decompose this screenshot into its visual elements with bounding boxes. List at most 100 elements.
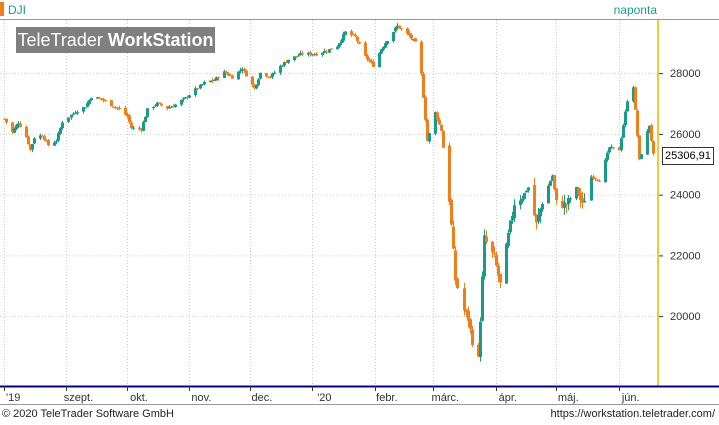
candle-body-2019-08-09 [19,123,22,128]
candle-body-2019-11-19 [225,71,228,74]
candle-body-2019-08-05 [11,122,14,133]
candle-body-2020-06-09 [634,87,637,110]
candle-body-2019-10-25 [174,104,177,107]
candle-body-2020-01-14 [338,43,341,47]
candle-body-2019-08-26 [53,142,56,146]
candle-body-2019-09-20 [104,100,107,102]
candle-body-2019-12-10 [267,76,270,78]
candle-body-2020-05-15 [583,201,586,203]
candle-body-2020-05-25 [604,159,607,183]
symbol-label[interactable]: DJI [8,3,26,17]
candle-body-2019-12-06 [259,72,262,79]
candle-body-2019-10-02 [128,115,131,122]
source-url[interactable]: https://workstation.teletrader.com/ [550,408,715,420]
candle-body-2019-12-31 [309,52,312,55]
x-tick-label-7: márc. [432,392,460,404]
candle-body-2020-01-02 [313,54,316,56]
candle-body-2020-01-08 [325,51,328,53]
x-tick-label-9: máj. [558,392,579,404]
candle-body-2020-02-10 [392,32,395,42]
candle-body-2019-10-01 [126,114,129,117]
candle-body-2020-05-27 [608,147,611,153]
candle-body-2020-06-08 [632,87,635,102]
candle-body-2019-08-30 [61,122,64,129]
candle-body-2019-12-24 [295,56,298,58]
candle-body-2019-08-28 [57,133,60,141]
candle-body-2020-05-26 [606,152,609,160]
candle-body-2020-01-09 [328,49,331,53]
candle-body-2019-10-07 [138,127,141,129]
x-tick-label-10: jún. [621,392,640,404]
candle-body-2020-05-14 [581,198,584,203]
candle-body-2019-09-16 [96,97,99,99]
candle-body-2019-11-22 [231,75,234,79]
candle-body-2019-11-15 [217,77,220,79]
candle-body-2019-08-23 [47,140,50,146]
candle-body-2019-11-13 [213,79,216,81]
candle-body-2020-01-23 [356,36,359,42]
candle-body-2020-04-10 [513,205,516,219]
candle-body-2019-09-03 [70,114,73,118]
candle-body-2020-02-20 [412,39,415,41]
candle-body-2019-09-24 [112,106,115,108]
candle-body-2020-04-16 [525,190,528,193]
candle-body-2019-12-03 [253,85,256,89]
candle-body-2019-12-27 [301,53,304,55]
candle-body-2019-09-19 [102,98,105,101]
candle-body-2019-12-13 [273,72,276,74]
candle-body-2020-05-11 [575,186,578,199]
candle-body-2019-11-18 [223,71,226,78]
candle-body-2019-08-16 [33,138,36,144]
candle-body-2020-01-22 [354,34,357,37]
candle-body-2019-10-24 [172,106,175,108]
interval-label[interactable]: naponta [613,3,657,17]
candle-body-2020-06-11 [638,135,641,160]
candle-body-2020-04-17 [527,187,530,191]
candle-body-2020-03-04 [438,119,441,125]
last-price-label: 25306,91 [662,147,714,165]
candle-body-2019-11-29 [245,70,248,77]
candle-body-2020-02-12 [396,25,399,29]
candle-body-2019-11-21 [229,75,232,77]
candle-body-2020-04-15 [523,192,526,200]
symbol-accent-bar [0,2,4,16]
x-tick-label-3: nov. [191,392,211,404]
candle-body-2020-06-15 [646,131,649,155]
candle-body-2020-03-12 [454,250,457,281]
candle-body-2019-08-06 [13,128,16,133]
candle-body-2020-05-20 [594,178,597,180]
candle-body-2019-08-20 [41,135,44,137]
candle-body-2019-12-11 [269,76,272,78]
candle-body-2020-02-26 [424,97,427,120]
candle-body-2019-10-10 [144,116,147,123]
candle-body-2019-10-18 [160,103,163,106]
candle-body-2019-09-10 [84,107,87,109]
candle-body-2020-05-19 [592,176,595,179]
candle-body-2020-03-23 [477,344,480,357]
candle-body-2020-04-14 [521,198,524,202]
candle-body-2019-09-09 [82,107,85,112]
candle-body-2019-09-06 [76,112,79,114]
candle-body-2019-09-17 [98,97,101,99]
candle-body-2019-12-12 [271,73,274,78]
candle-body-2019-10-11 [146,108,149,117]
candle-body-2019-09-13 [90,98,93,101]
candle-body-2020-04-02 [497,265,500,276]
candle-body-2020-03-09 [448,145,451,202]
candle-body-2020-01-15 [340,40,343,44]
candle-body-2019-09-12 [88,100,91,104]
candle-body-2020-01-13 [336,46,339,50]
candle-body-2020-03-25 [481,276,484,321]
candle-body-2020-02-19 [410,34,413,39]
candle-body-2020-05-07 [567,198,570,205]
candle-body-2020-05-13 [579,192,582,201]
x-tick-label-8: ápr. [499,392,517,404]
grid-lines [0,20,657,386]
candle-body-2020-01-10 [330,48,333,50]
candle-body-2020-06-04 [624,111,627,126]
copyright-text: © 2020 TeleTrader Software GmbH [2,408,174,420]
candle-body-2019-09-23 [110,100,113,107]
candle-body-2020-02-14 [400,28,403,30]
candle-body-2020-01-30 [370,60,373,63]
